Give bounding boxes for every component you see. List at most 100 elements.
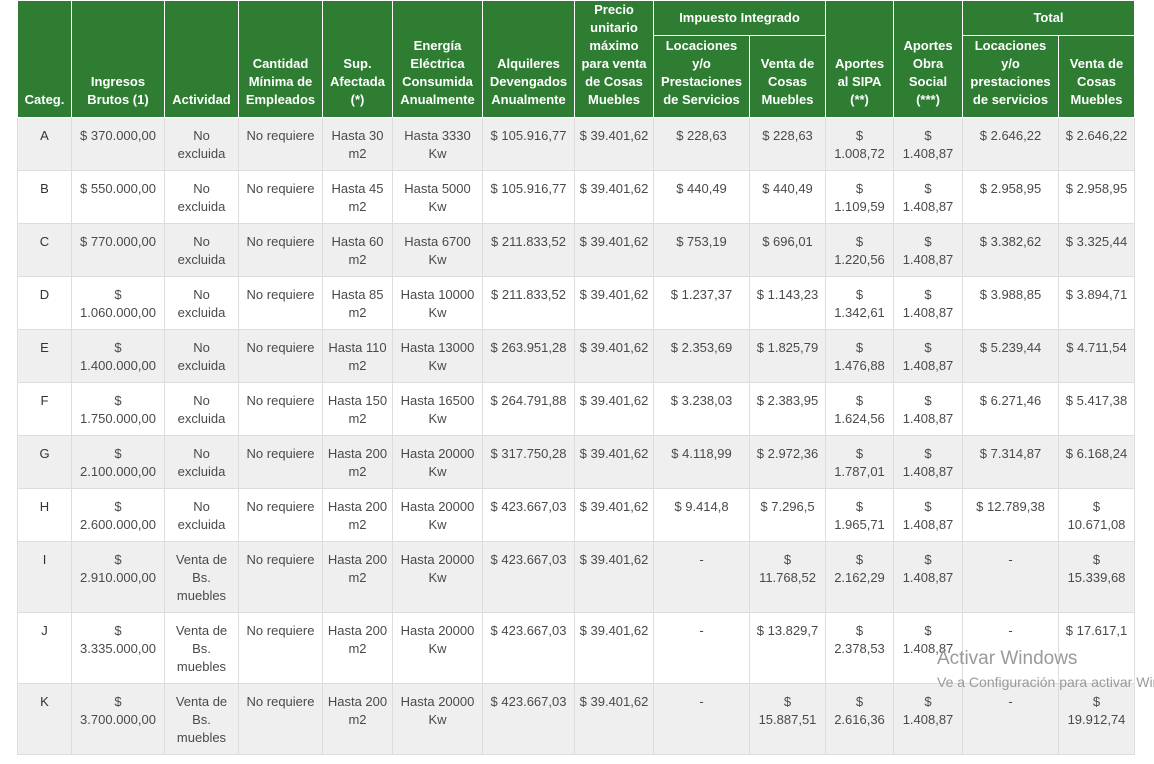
cell-sipa: $ 1.476,88 [825,329,894,383]
cell-total-venta: $ 4.711,54 [1058,329,1135,383]
cell-alquileres: $ 211.833,52 [482,223,575,277]
cell-superficie: Hasta 30 m2 [322,117,393,171]
cell-total-venta: $ 17.617,1 [1058,612,1135,684]
cell-impuesto-venta: $ 696,01 [749,223,826,277]
cell-categ: J [17,612,72,684]
cell-cantidad: No requiere [238,276,323,330]
table-row: H $ 2.600.000,00 No excluida No requiere Has… [17,488,1135,542]
cell-actividad: No excluida [164,117,239,171]
cell-impuesto-locaciones: $ 3.238,03 [653,382,750,436]
table-row: F $ 1.750.000,00 No excluida No requiere Has… [17,382,1135,436]
table-row: J $ 3.335.000,00 Venta de Bs. muebles No re… [17,612,1135,684]
cell-actividad: No excluida [164,276,239,330]
cell-actividad: Venta de Bs. muebles [164,683,239,755]
cell-ingresos: $ 3.700.000,00 [71,683,165,755]
cell-categ: H [17,488,72,542]
cell-categ: F [17,382,72,436]
header-aportes-sipa: Aportes al SIPA (**) [825,0,894,118]
cell-obra-social: $ 1.408,87 [893,170,963,224]
cell-ingresos: $ 1.750.000,00 [71,382,165,436]
cell-energia: Hasta 6700 Kw [392,223,483,277]
cell-obra-social: $ 1.408,87 [893,541,963,613]
header-precio-unitario: Precio unitario máximo para venta de Cos… [574,0,654,118]
cell-precio: $ 39.401,62 [574,223,654,277]
cell-superficie: Hasta 110 m2 [322,329,393,383]
header-superficie: Sup. Afectada (*) [322,0,393,118]
cell-alquileres: $ 317.750,28 [482,435,575,489]
cell-cantidad: No requiere [238,170,323,224]
cell-total-venta: $ 19.912,74 [1058,683,1135,755]
cell-impuesto-locaciones: $ 440,49 [653,170,750,224]
cell-ingresos: $ 2.100.000,00 [71,435,165,489]
cell-impuesto-venta: $ 7.296,5 [749,488,826,542]
cell-energia: Hasta 20000 Kw [392,541,483,613]
header-impuesto-locaciones: Locaciones y/o Prestaciones de Servicios [653,35,750,118]
table-row: E $ 1.400.000,00 No excluida No requiere Has… [17,329,1135,383]
cell-sipa: $ 1.008,72 [825,117,894,171]
cell-impuesto-venta: $ 1.143,23 [749,276,826,330]
header-ingresos-brutos: Ingresos Brutos (1) [71,0,165,118]
cell-impuesto-venta: $ 440,49 [749,170,826,224]
cell-impuesto-locaciones: $ 4.118,99 [653,435,750,489]
cell-energia: Hasta 10000 Kw [392,276,483,330]
cell-categ: B [17,170,72,224]
table-row: C $ 770.000,00 No excluida No requiere Hasta… [17,223,1135,277]
cell-total-locaciones: - [962,541,1059,613]
cell-ingresos: $ 1.400.000,00 [71,329,165,383]
cell-cantidad: No requiere [238,683,323,755]
cell-precio: $ 39.401,62 [574,276,654,330]
cell-impuesto-venta: $ 15.887,51 [749,683,826,755]
cell-impuesto-venta: $ 228,63 [749,117,826,171]
cell-actividad: No excluida [164,170,239,224]
cell-precio: $ 39.401,62 [574,435,654,489]
cell-impuesto-venta: $ 1.825,79 [749,329,826,383]
cell-superficie: Hasta 45 m2 [322,170,393,224]
table-row: K $ 3.700.000,00 Venta de Bs. muebles No re… [17,683,1135,755]
cell-impuesto-locaciones: - [653,541,750,613]
cell-cantidad: No requiere [238,435,323,489]
cell-sipa: $ 1.109,59 [825,170,894,224]
cell-obra-social: $ 1.408,87 [893,435,963,489]
cell-total-venta: $ 6.168,24 [1058,435,1135,489]
cell-total-venta: $ 3.325,44 [1058,223,1135,277]
cell-total-locaciones: $ 2.646,22 [962,117,1059,171]
cell-ingresos: $ 770.000,00 [71,223,165,277]
cell-cantidad: No requiere [238,223,323,277]
cell-energia: Hasta 20000 Kw [392,435,483,489]
cell-precio: $ 39.401,62 [574,683,654,755]
cell-impuesto-locaciones: - [653,612,750,684]
table-row: I $ 2.910.000,00 Venta de Bs. muebles No re… [17,541,1135,613]
cell-categ: D [17,276,72,330]
cell-total-venta: $ 2.958,95 [1058,170,1135,224]
cell-alquileres: $ 423.667,03 [482,612,575,684]
cell-categ: C [17,223,72,277]
header-impuesto-integrado: Impuesto Integrado [653,0,826,36]
cell-total-locaciones: $ 6.271,46 [962,382,1059,436]
cell-categ: E [17,329,72,383]
cell-impuesto-locaciones: $ 228,63 [653,117,750,171]
header-actividad: Actividad [164,0,239,118]
cell-alquileres: $ 105.916,77 [482,117,575,171]
cell-obra-social: $ 1.408,87 [893,683,963,755]
cell-sipa: $ 1.220,56 [825,223,894,277]
cell-total-locaciones: $ 2.958,95 [962,170,1059,224]
cell-superficie: Hasta 200 m2 [322,488,393,542]
cell-actividad: No excluida [164,435,239,489]
cell-superficie: Hasta 200 m2 [322,683,393,755]
table-row: A $ 370.000,00 No excluida No requiere Hasta… [17,117,1135,171]
cell-energia: Hasta 3330 Kw [392,117,483,171]
cell-sipa: $ 2.616,36 [825,683,894,755]
cell-obra-social: $ 1.408,87 [893,117,963,171]
header-total-venta: Venta de Cosas Muebles [1058,35,1135,118]
cell-impuesto-venta: $ 11.768,52 [749,541,826,613]
cell-total-locaciones: $ 3.988,85 [962,276,1059,330]
cell-ingresos: $ 2.600.000,00 [71,488,165,542]
cell-superficie: Hasta 200 m2 [322,541,393,613]
header-aportes-obra-social: Aportes Obra Social (***) [893,0,963,118]
cell-cantidad: No requiere [238,329,323,383]
cell-energia: Hasta 16500 Kw [392,382,483,436]
table-row: G $ 2.100.000,00 No excluida No requiere Has… [17,435,1135,489]
header-impuesto-venta: Venta de Cosas Muebles [749,35,826,118]
cell-precio: $ 39.401,62 [574,612,654,684]
cell-cantidad: No requiere [238,488,323,542]
